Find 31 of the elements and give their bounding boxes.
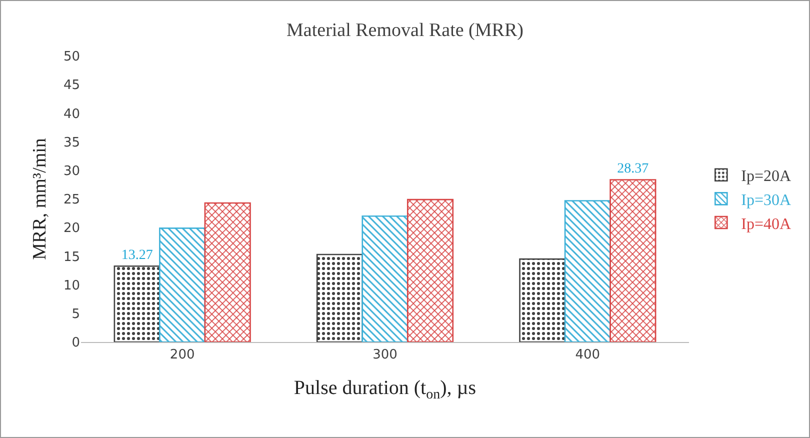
bar [114,265,160,342]
y-tick-label: 25 [63,192,80,208]
x-tick-label: 200 [170,348,195,363]
data-label: 28.37 [617,162,649,177]
data-label: 13.27 [121,248,153,264]
bar [316,254,364,342]
y-axis-title: MRR, mm³/min [29,138,50,260]
y-tick-label: 20 [63,221,80,236]
y-tick-label: 5 [72,306,80,322]
y-tick-label: 30 [63,164,80,179]
text: Ip=30A [741,192,792,209]
y-tick-label: 35 [63,135,80,150]
text: Ip=40A [741,216,792,233]
bar [159,228,206,342]
chart-title: Material Removal Rate (MRR) [286,20,524,42]
x-tick-label: 300 [372,348,398,363]
bar [406,198,454,342]
y-tick-label: 40 [63,106,80,122]
y-tick-label: 50 [63,50,80,65]
y-tick-label: 15 [63,250,80,265]
x-tick-label: 400 [575,348,600,363]
bar [564,200,611,342]
bar [204,202,251,342]
y-tick-label: 45 [63,78,80,94]
y-tick-label: 0 [72,336,80,351]
bar [362,216,408,342]
text: Ip=20A [741,168,792,186]
bar [610,179,656,342]
y-tick-label: 10 [63,278,80,294]
x-axis-title: Pulse duration (t$_{on}$), µs [294,377,476,402]
bar [519,258,566,342]
